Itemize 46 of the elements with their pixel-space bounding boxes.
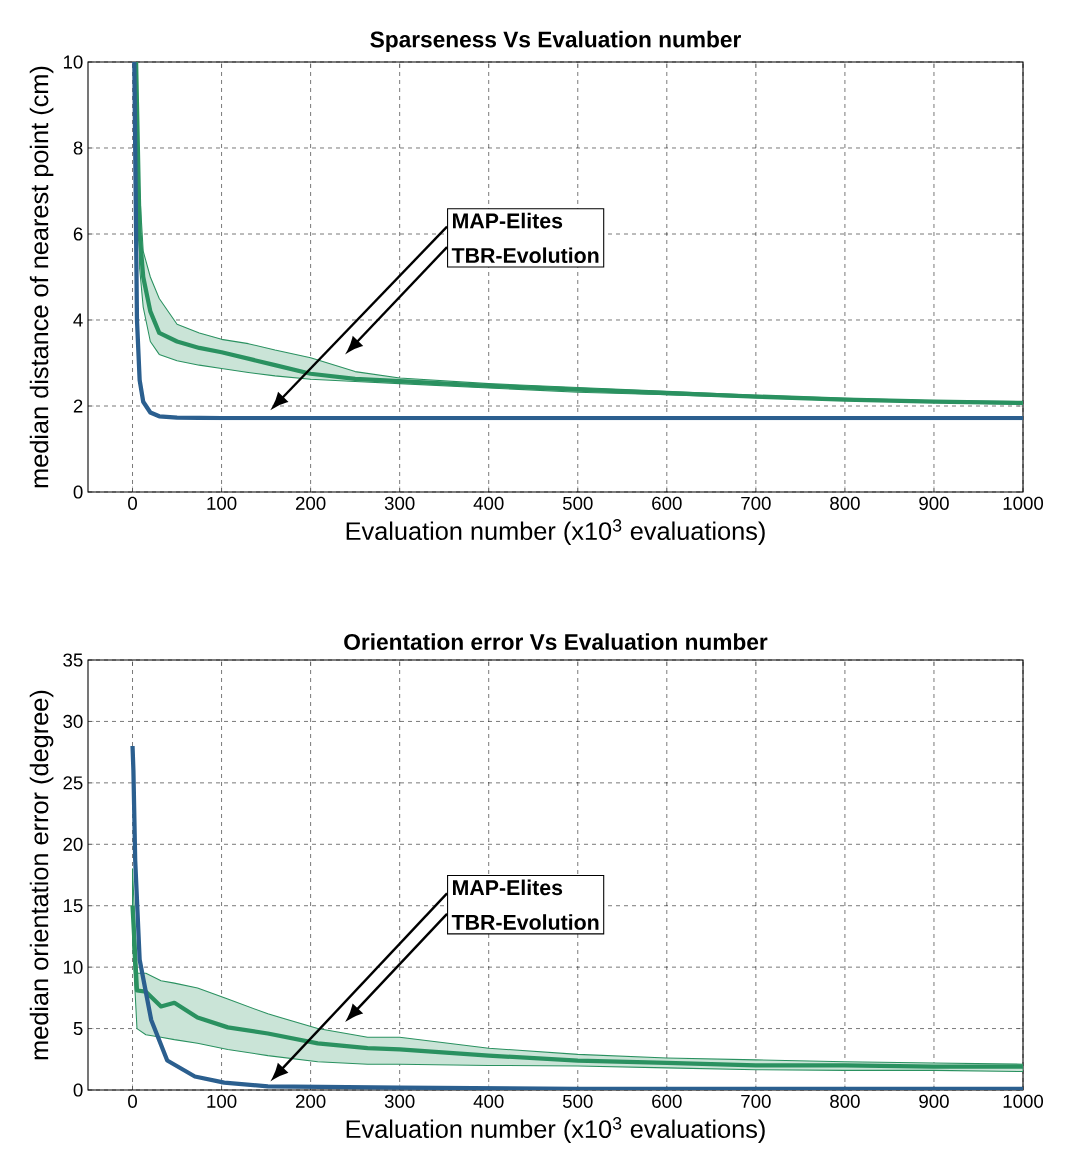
y-axis-title: median distance of nearest point (cm): [29, 66, 54, 488]
y-tick-label: 20: [63, 837, 83, 851]
x-axis-title: Evaluation number (x10$^{3}$ evaluations): [346, 1117, 765, 1144]
x-tick-label: 600: [652, 496, 682, 510]
chart-title: Orientation error Vs Evaluation number: [344, 633, 768, 650]
annotation: MAP-Elites: [453, 879, 563, 896]
x-tick-label: 700: [741, 496, 771, 510]
y-tick-label: 0: [73, 1083, 83, 1097]
x-tick-label: 200: [295, 496, 326, 510]
x-tick-label: 300: [384, 496, 415, 510]
y-tick-label: 2: [73, 399, 83, 413]
x-tick-label: 300: [384, 1094, 415, 1108]
x-tick-label: 100: [207, 1094, 237, 1108]
x-tick-label: 100: [207, 496, 237, 510]
chart-title: Sparseness Vs Evaluation number: [370, 30, 741, 52]
x-tick-label: 700: [741, 1094, 771, 1108]
y-tick-label: 25: [63, 776, 83, 790]
x-tick-label: 800: [830, 496, 860, 510]
x-tick-label: 1000: [1003, 1094, 1044, 1108]
x-tick-label: 900: [919, 1094, 949, 1108]
y-tick-label: 35: [63, 653, 83, 667]
y-tick-label: 30: [63, 714, 83, 729]
x-tick-label: 800: [830, 1094, 860, 1108]
y-tick-label: 0: [73, 485, 83, 499]
x-axis-title: Evaluation number (x10$^{3}$ evaluations): [346, 519, 765, 546]
x-tick-label: 600: [652, 1094, 682, 1108]
x-tick-label: 900: [919, 496, 949, 510]
x-tick-label: 400: [473, 1094, 504, 1108]
y-tick-label: 6: [73, 227, 83, 241]
x-tick-label: 200: [295, 1094, 326, 1108]
y-tick-label: 15: [63, 899, 83, 913]
annotation: MAP-Elites: [453, 212, 563, 229]
y-axis-title: median orientation error (degree): [29, 690, 54, 1060]
y-tick-label: 10: [63, 55, 83, 69]
annotation: TBR-Evolution: [451, 247, 599, 264]
x-tick-label: 400: [473, 496, 504, 510]
y-tick-label: 5: [73, 1022, 83, 1036]
annotation: TBR-Evolution: [451, 914, 599, 930]
x-tick-label: 1000: [1003, 496, 1044, 510]
y-tick-label: 10: [63, 960, 83, 974]
x-tick-label: 500: [562, 1094, 593, 1108]
x-tick-label: 0: [128, 1094, 137, 1108]
y-tick-label: 4: [73, 313, 83, 327]
x-tick-label: 0: [128, 496, 137, 510]
x-tick-label: 500: [562, 496, 593, 510]
y-tick-label: 8: [73, 141, 83, 155]
